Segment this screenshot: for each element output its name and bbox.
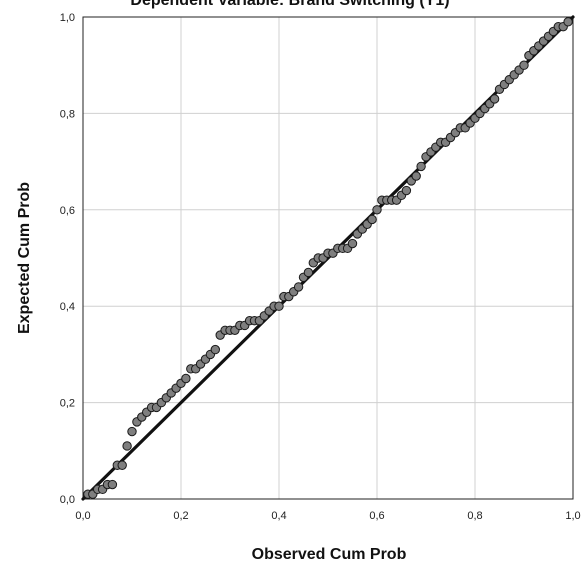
y-axis-title: Expected Cum Prob [16, 182, 33, 334]
y-tick-label: 0,0 [60, 494, 75, 506]
data-point [372, 205, 382, 215]
data-point [117, 460, 127, 470]
data-point [127, 426, 137, 437]
data-point [181, 373, 191, 384]
x-axis-ticks: 0,0 0,2 0,4 0,6 0,8 1,0 [75, 510, 580, 522]
y-axis-ticks: 0,0 0,2 0,4 0,6 0,8 1,0 [60, 12, 75, 506]
data-point [416, 161, 426, 172]
y-tick-label: 0,8 [60, 108, 75, 120]
data-point [519, 60, 529, 70]
data-point [563, 17, 573, 27]
data-point [347, 238, 358, 249]
x-tick-label: 0,8 [467, 510, 482, 522]
chart-title: Dependent Variable: Brand Switching (Y1) [130, 0, 449, 9]
data-point [367, 214, 377, 225]
data-point [122, 441, 132, 451]
data-point [401, 185, 412, 196]
y-tick-label: 0,2 [60, 398, 75, 410]
y-tick-label: 0,6 [60, 205, 75, 217]
data-point [411, 171, 421, 181]
y-tick-label: 1,0 [60, 12, 75, 24]
x-tick-label: 0,4 [271, 510, 286, 522]
x-tick-label: 0,2 [173, 510, 188, 522]
plot-area-frame [82, 16, 574, 500]
data-point [210, 344, 221, 355]
data-point [303, 267, 314, 278]
data-point [107, 479, 118, 490]
data-point [293, 282, 304, 292]
x-tick-label: 0,6 [369, 510, 384, 522]
x-tick-label: 0,0 [75, 510, 90, 522]
x-tick-label: 1,0 [565, 510, 580, 522]
data-points [83, 17, 573, 499]
x-axis-title: Observed Cum Prob [252, 546, 407, 563]
data-point [274, 301, 284, 311]
data-point [489, 94, 500, 104]
y-tick-label: 0,4 [60, 301, 75, 313]
